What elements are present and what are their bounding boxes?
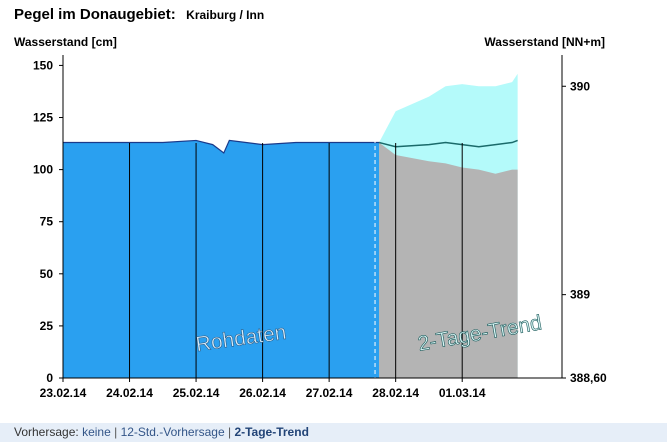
separator: | (114, 425, 118, 439)
x-tick-label: 28.02.14 (372, 386, 419, 400)
forecast-link-none[interactable]: keine (82, 425, 111, 439)
forecast-link-2day-trend[interactable]: 2-Tage-Trend (234, 425, 309, 439)
right-y-tick-label: 389 (570, 288, 590, 302)
x-tick-label: 24.02.14 (106, 386, 153, 400)
x-tick-label: 23.02.14 (40, 386, 87, 400)
forecast-label: Vorhersage: (14, 425, 79, 439)
y-tick-label: 150 (33, 58, 53, 72)
right-y-tick-label: 390 (570, 79, 590, 93)
x-tick-label: 27.02.14 (306, 386, 353, 400)
x-tick-label: 26.02.14 (239, 386, 286, 400)
separator: | (227, 425, 232, 439)
y-tick-label: 0 (46, 371, 53, 385)
x-tick-label: 25.02.14 (173, 386, 220, 400)
y-tick-label: 100 (33, 163, 53, 177)
raw-data-line (63, 139, 380, 154)
y-tick-label: 25 (40, 319, 54, 333)
chart-title: Pegel im Donaugebiet: (14, 6, 176, 23)
station-name: Kraiburg / Inn (186, 8, 265, 22)
y-tick-label: 75 (40, 215, 54, 229)
forecast-footer: Vorhersage: keine | 12-Std.-Vorhersage |… (0, 423, 667, 442)
forecast-link-12h[interactable]: 12-Std.-Vorhersage (120, 425, 225, 439)
y-axis-label-left: Wasserstand [cm] (14, 35, 117, 49)
y-tick-label: 50 (40, 267, 54, 281)
chart-title-row: Pegel im Donaugebiet: Kraiburg / Inn (14, 6, 264, 24)
y-axis-label-right: Wasserstand [NN+m] (484, 35, 605, 49)
raw-data-area (63, 140, 380, 378)
right-y-tick-label: 388,60 (570, 371, 607, 385)
x-tick-label: 01.03.14 (439, 386, 486, 400)
y-tick-label: 125 (33, 111, 53, 125)
trend-lower-area (379, 142, 518, 378)
water-level-chart: 23.02.14 24.02.14 25.02.14 26.02.14 27.02.14… (33, 55, 607, 400)
